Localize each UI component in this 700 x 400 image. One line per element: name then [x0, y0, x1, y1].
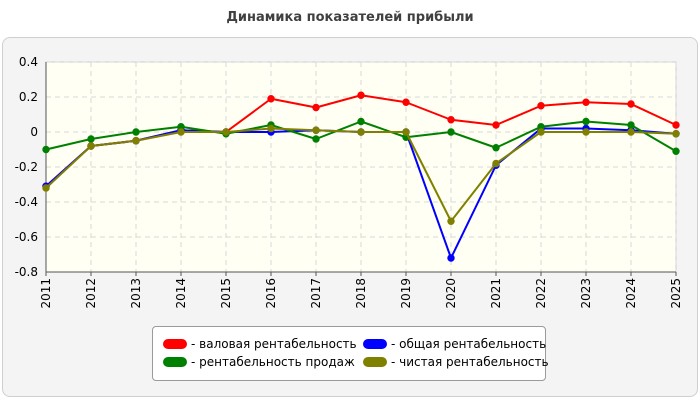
y-tick-label: 0.2 — [19, 90, 38, 104]
data-point — [402, 128, 410, 136]
legend-swatch-net — [363, 357, 387, 367]
data-point — [627, 100, 635, 108]
x-tick-label: 2012 — [84, 278, 98, 309]
data-point — [312, 135, 320, 143]
chart-title: Динамика показателей прибыли — [226, 10, 474, 25]
x-tick-label: 2020 — [444, 278, 458, 309]
legend-swatch-sales — [163, 357, 187, 367]
legend-item-net: - чистая рентабельность — [363, 354, 549, 370]
data-point — [582, 117, 590, 126]
data-point — [447, 254, 455, 262]
x-tick-label: 2024 — [624, 278, 638, 309]
series-lines — [42, 91, 680, 262]
legend-label-total: - общая рентабельность — [391, 337, 547, 351]
data-point — [627, 128, 635, 136]
x-tick-label: 2019 — [399, 278, 413, 309]
legend-swatch-total — [363, 339, 387, 349]
data-point — [537, 128, 545, 136]
x-tick-label: 2022 — [534, 278, 548, 309]
x-tick-label: 2021 — [489, 278, 503, 309]
data-point — [267, 124, 275, 133]
data-point — [627, 121, 635, 129]
legend-label-gross: - валовая рентабельность — [191, 337, 357, 351]
data-point — [447, 217, 455, 225]
legend-item-sales: - рентабельность продаж — [163, 354, 355, 370]
legend-item-gross: - валовая рентабельность — [163, 336, 357, 352]
y-tick-label: -0.6 — [15, 230, 38, 244]
data-point — [402, 98, 410, 106]
data-point — [357, 117, 365, 126]
data-point — [132, 137, 140, 145]
data-point — [672, 147, 680, 155]
x-tick-label: 2016 — [264, 278, 278, 309]
data-point — [492, 144, 500, 152]
data-point — [87, 142, 95, 150]
x-tick-label: 2011 — [39, 278, 53, 309]
data-point — [42, 184, 50, 192]
data-point — [357, 91, 365, 99]
data-point — [537, 102, 545, 110]
x-tick-label: 2017 — [309, 278, 323, 309]
data-point — [222, 128, 230, 136]
data-point — [267, 95, 275, 103]
y-tick-label: 0 — [30, 125, 38, 139]
data-point — [357, 128, 365, 136]
y-tick-label: -0.8 — [15, 265, 38, 279]
legend-label-sales: - рентабельность продаж — [191, 355, 355, 369]
legend-item-total: - общая рентабельность — [363, 336, 546, 352]
data-point — [492, 121, 500, 129]
y-tick-label: 0.4 — [19, 55, 38, 69]
x-tick-label: 2015 — [219, 278, 233, 309]
data-point — [132, 128, 140, 136]
data-point — [672, 121, 680, 129]
y-tick-label: -0.2 — [15, 160, 38, 174]
series-group — [42, 124, 680, 225]
data-point — [312, 126, 320, 134]
x-tick-label: 2014 — [174, 278, 188, 309]
data-point — [582, 98, 590, 106]
data-point — [492, 159, 500, 168]
legend: - валовая рентабельность - общая рентабе… — [152, 326, 549, 381]
data-point — [177, 128, 185, 136]
data-point — [42, 145, 50, 154]
x-tick-label: 2025 — [669, 278, 683, 309]
y-tick-label: -0.4 — [15, 195, 38, 209]
legend-label-net: - чистая рентабельность — [391, 355, 549, 369]
data-point — [447, 116, 455, 124]
x-tick-label: 2018 — [354, 278, 368, 309]
data-point — [672, 130, 680, 138]
data-point — [87, 135, 95, 143]
x-tick-label: 2023 — [579, 278, 593, 309]
data-point — [312, 103, 320, 112]
data-point — [582, 128, 590, 136]
legend-swatch-gross — [163, 339, 187, 349]
data-point — [447, 128, 455, 136]
x-tick-label: 2013 — [129, 278, 143, 309]
